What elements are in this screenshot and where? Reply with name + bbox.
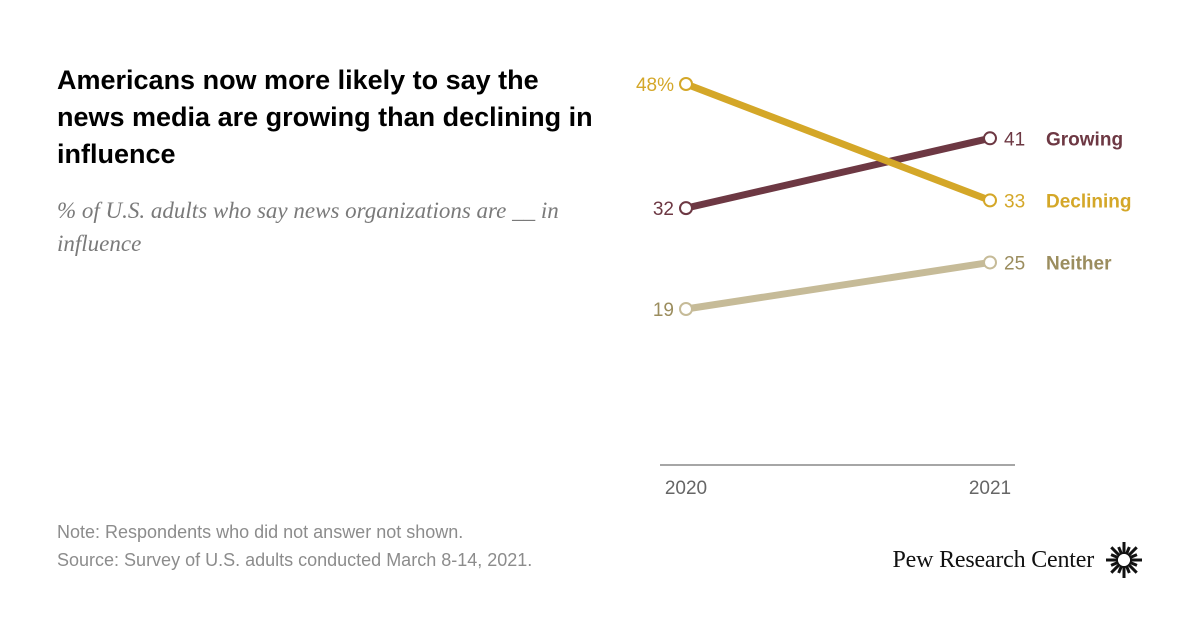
- x-tick-2020: 2020: [665, 478, 707, 499]
- chart-title: Americans now more likely to say the new…: [57, 65, 593, 169]
- point-neither-2021: [983, 255, 997, 270]
- pew-logo: Pew Research Center: [893, 540, 1144, 580]
- source-line: Source: Survey of U.S. adults conducted …: [57, 546, 532, 574]
- source-prefix: Source:: [57, 550, 125, 570]
- value-label-growing-2020: 32: [653, 199, 674, 220]
- line-neither: [682, 258, 994, 313]
- logo-text: Pew Research Center: [892, 546, 1095, 573]
- chart-subtitle: % of U.S. adults who say news organizati…: [57, 198, 559, 256]
- x-tick-2021: 2021: [969, 478, 1011, 499]
- series-points: [679, 77, 997, 316]
- sunburst-ray: [1128, 553, 1138, 560]
- value-label-neither-2020: 19: [653, 300, 674, 321]
- source-text: Survey of U.S. adults conducted March 8-…: [124, 550, 533, 570]
- value-label-declining-2021: 33: [1004, 191, 1025, 212]
- point-growing-2021: [983, 131, 997, 146]
- sunburst-ray: [1124, 546, 1131, 556]
- series-label-declining: Declining: [1046, 191, 1132, 212]
- pew-sunburst-icon: [1106, 542, 1142, 578]
- point-declining-2020: [679, 77, 693, 91]
- series-label-growing: Growing: [1046, 129, 1123, 150]
- point-neither-2020: [679, 302, 693, 316]
- x-axis-ticks: 2020 2021: [665, 478, 1011, 499]
- sunburst-ray: [1128, 560, 1138, 567]
- point-declining-2021: [983, 193, 997, 208]
- value-label-declining-2020: 48%: [636, 75, 674, 96]
- value-label-growing-2021: 41: [1004, 129, 1025, 150]
- sunburst-ray: [1110, 546, 1121, 557]
- sunburst-ray: [1124, 564, 1131, 574]
- note-text: Note: Respondents who did not answer not…: [57, 522, 464, 542]
- sunburst-ray: [1110, 560, 1120, 567]
- sunburst-ray: [1127, 563, 1138, 574]
- sunburst-ray: [1117, 546, 1124, 556]
- point-growing-2020: [679, 201, 693, 216]
- series-lines: [682, 80, 994, 313]
- sunburst-ray: [1110, 563, 1121, 574]
- sunburst-ray: [1127, 546, 1138, 557]
- series-labels: 19 25 Neither 32 41 Growing 48% 33 Declining: [636, 75, 1132, 321]
- value-label-neither-2021: 25: [1004, 253, 1025, 274]
- sunburst-ray: [1117, 564, 1124, 574]
- line-declining: [682, 80, 994, 204]
- line-growing: [682, 134, 994, 212]
- sunburst-ray: [1110, 553, 1120, 560]
- series-label-neither: Neither: [1046, 253, 1112, 274]
- footnotes: Note: Respondents who did not answer not…: [57, 518, 532, 574]
